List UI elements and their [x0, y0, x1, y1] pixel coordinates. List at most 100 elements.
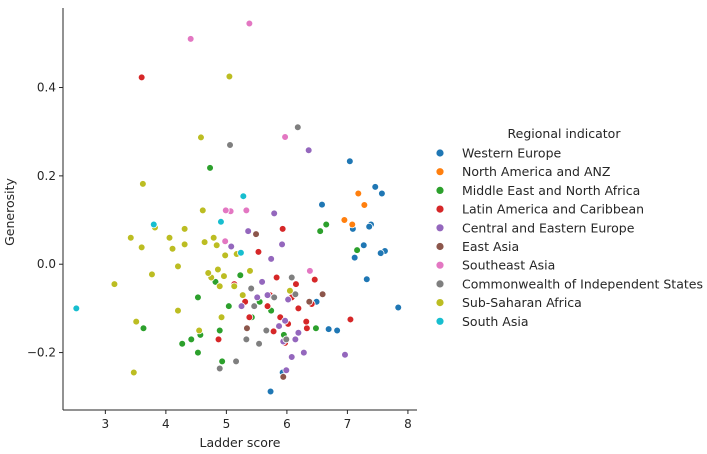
scatter-point: [376, 249, 385, 257]
scatter-point: [253, 293, 262, 302]
y-tick-label: 0.4: [37, 81, 56, 95]
x-tick-label: 5: [223, 417, 231, 431]
scatter-point: [305, 297, 314, 306]
legend-marker: [435, 148, 445, 158]
scatter-point: [263, 302, 272, 310]
scatter-point: [239, 192, 248, 200]
scatter-point: [353, 246, 361, 254]
scatter-point: [250, 302, 259, 310]
scatter-point: [293, 123, 302, 132]
scatter-point: [300, 348, 308, 357]
scatter-point: [238, 291, 247, 299]
scatter-point: [341, 350, 349, 359]
scatter-point: [316, 227, 324, 235]
scatter-point: [365, 222, 373, 231]
legend-label: Commonwealth of Independent States: [462, 276, 703, 291]
scatter-point: [378, 189, 386, 198]
scatter-point: [139, 324, 148, 333]
legend-label: Latin America and Caribbean: [462, 202, 644, 217]
scatter-point: [362, 275, 371, 284]
legend-marker: [435, 279, 445, 289]
scatter-point: [359, 241, 368, 250]
scatter-point: [132, 317, 141, 326]
scatter-point: [217, 218, 225, 226]
legend-marker: [435, 223, 445, 233]
x-axis-label: Ladder score: [200, 435, 281, 450]
scatter-point: [346, 157, 354, 166]
scatter-point: [230, 282, 239, 291]
scatter-point: [130, 368, 138, 377]
legend-label: Central and Eastern Europe: [462, 220, 635, 235]
scatter-point: [254, 248, 263, 256]
y-tick-label: 0.0: [37, 257, 56, 271]
scatter-point: [236, 271, 245, 280]
scatter-point: [180, 240, 189, 249]
scatter-point: [198, 206, 207, 215]
legend-marker: [435, 316, 445, 326]
legend-label: South Asia: [462, 314, 529, 329]
x-ticks: 3 4 5 6 7 8: [102, 410, 412, 431]
x-tick-label: 7: [344, 417, 352, 431]
scatter-point: [137, 73, 146, 82]
scatter-point: [186, 35, 195, 43]
scatter-point: [394, 303, 403, 312]
scatter-point: [371, 183, 380, 191]
scatter-point: [215, 326, 224, 335]
scatter-point: [263, 291, 272, 299]
scatter-point: [174, 262, 182, 271]
legend-title: Regional indicator: [508, 126, 622, 141]
scatter-point: [221, 237, 229, 246]
scatter-point: [340, 216, 349, 224]
scatter-point: [333, 326, 341, 335]
x-tick-label: 4: [162, 417, 170, 431]
scatter-point: [178, 339, 187, 348]
scatter-point: [168, 244, 177, 253]
legend-items: Western Europe North America and ANZ Middl…: [435, 146, 703, 329]
scatter-point: [282, 335, 291, 344]
scatter-point: [267, 255, 275, 263]
scatter-point: [148, 270, 156, 279]
scatter-point: [225, 302, 233, 310]
scatter-point: [287, 353, 296, 361]
legend-marker: [435, 298, 445, 308]
legend-marker: [435, 242, 445, 251]
plot-area: 3 4 5 6 7 8 −0.2 0.0 0.2 0.4: [27, 8, 417, 431]
scatter-point: [194, 293, 202, 302]
scatter-point: [291, 335, 300, 344]
scatter-point: [275, 322, 283, 330]
scatter-point: [286, 286, 294, 295]
scatter-point: [214, 335, 223, 344]
y-tick-label: 0.2: [37, 169, 56, 183]
scatter-point: [221, 251, 229, 260]
scatter-point: [252, 230, 260, 238]
scatter-point: [226, 141, 234, 149]
y-axis-label: Generosity: [2, 178, 17, 246]
scatter-point: [284, 295, 292, 304]
scatter-point: [225, 72, 234, 81]
scatter-point: [312, 324, 320, 333]
scatter-point: [272, 273, 281, 282]
scatter-point: [243, 324, 251, 333]
scatter-point: [278, 240, 286, 249]
scatter-point: [232, 357, 240, 366]
scatter-point: [237, 302, 246, 310]
scatter-point: [258, 278, 266, 286]
scatter-point: [348, 220, 357, 229]
scatter-point: [266, 387, 275, 396]
y-ticks: −0.2 0.0 0.2 0.4: [27, 81, 63, 360]
scatter-point: [204, 269, 213, 277]
legend-marker: [435, 260, 445, 270]
scatter-point: [214, 265, 222, 274]
scatter-point: [242, 335, 251, 344]
scatter-point: [270, 209, 278, 218]
legend-label: East Asia: [462, 239, 519, 254]
scatter-point: [212, 241, 221, 250]
scatter-point: [221, 206, 230, 215]
scatter-point: [174, 306, 182, 315]
scatter-point: [215, 364, 224, 373]
scatter-point: [215, 282, 224, 291]
scatter-point: [237, 248, 245, 257]
scatter-point: [282, 366, 291, 375]
x-tick-label: 6: [283, 417, 291, 431]
scatter-point: [262, 326, 271, 335]
